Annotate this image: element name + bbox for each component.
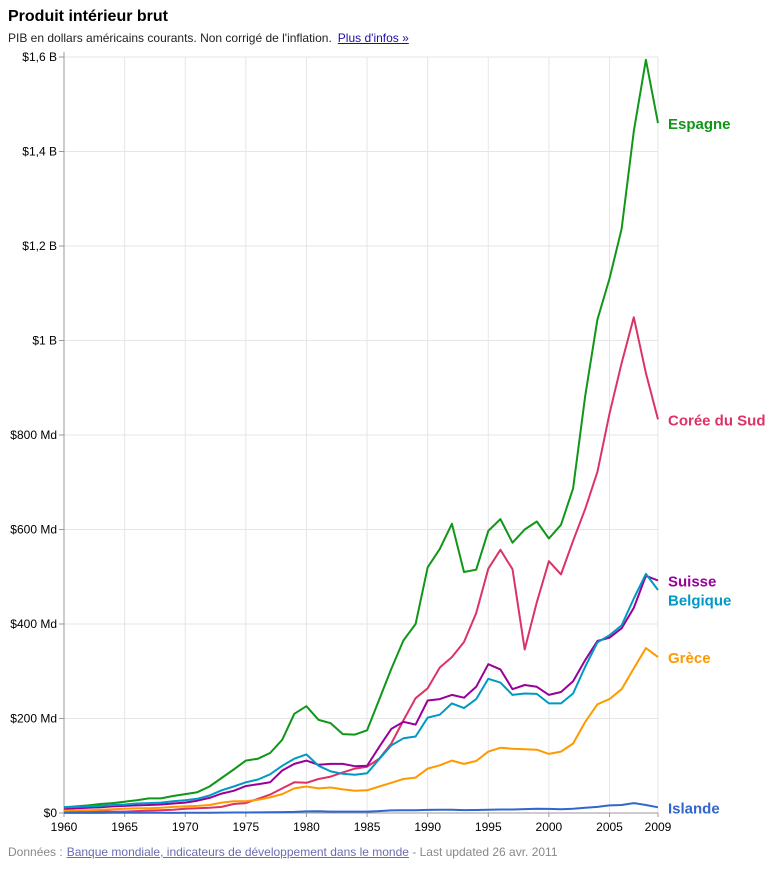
series-label-islande: Islande — [668, 800, 720, 817]
series-line-belgique — [63, 572, 659, 809]
subtitle-text: PIB en dollars américains courants. Non … — [8, 31, 332, 45]
series-label-coree-du-sud: Corée du Sud — [668, 412, 766, 429]
y-tick-label: $600 Md — [10, 523, 57, 537]
series-label-espagne: Espagne — [668, 116, 731, 133]
y-tick-label: $1,6 B — [22, 50, 57, 64]
series-line-coree-du-sud — [63, 316, 659, 814]
x-tick-label: 1965 — [111, 820, 138, 834]
y-tick-label: $200 Md — [10, 712, 57, 726]
chart-subtitle: PIB en dollars américains courants. Non … — [8, 31, 409, 45]
x-tick-label: 1990 — [414, 820, 441, 834]
x-tick-label: 1995 — [475, 820, 502, 834]
chart-grid — [64, 56, 659, 813]
y-tick-label: $1,4 B — [22, 145, 57, 159]
y-tick-label: $400 Md — [10, 617, 57, 631]
series-label-belgique: Belgique — [668, 593, 731, 610]
chart-series — [63, 58, 659, 814]
y-tick-label: $0 — [44, 806, 58, 820]
x-tick-label: 1975 — [232, 820, 259, 834]
series-line-grece — [63, 647, 659, 812]
y-tick-label: $1,2 B — [22, 239, 57, 253]
y-tick-label: $1 B — [32, 334, 57, 348]
x-tick-label: 1970 — [172, 820, 199, 834]
x-tick-label: 1960 — [51, 820, 78, 834]
x-tick-label: 2005 — [596, 820, 623, 834]
chart-title: Produit intérieur brut — [8, 8, 168, 25]
series-label-suisse: Suisse — [668, 574, 716, 591]
gdp-line-chart: 1960 1965 1970 1975 1980 1985 1990 1995 2000 2005… — [10, 50, 766, 834]
x-tick-label: 2000 — [536, 820, 563, 834]
source-link[interactable]: Banque mondiale, indicateurs de développ… — [66, 845, 409, 859]
more-info-link[interactable]: Plus d'infos » — [337, 31, 409, 45]
x-tick-label: 1985 — [354, 820, 381, 834]
series-line-suisse — [63, 574, 659, 811]
series-label-grece: Grèce — [668, 650, 711, 667]
chart-axes: 1960 1965 1970 1975 1980 1985 1990 1995 2000 2005… — [10, 50, 671, 834]
series-line-islande — [64, 802, 659, 814]
series-line-espagne — [63, 58, 659, 809]
last-updated: - Last updated 26 avr. 2011 — [412, 845, 558, 859]
x-tick-label: 2009 — [645, 820, 672, 834]
x-tick-label: 1980 — [293, 820, 320, 834]
footer-prefix: Données : — [8, 845, 63, 859]
footer: Données : Banque mondiale, indicateurs de… — [8, 845, 558, 859]
series-labels: Espagne Corée du Sud Suisse Belgique Grèce Is… — [668, 116, 766, 817]
y-tick-label: $800 Md — [10, 428, 57, 442]
